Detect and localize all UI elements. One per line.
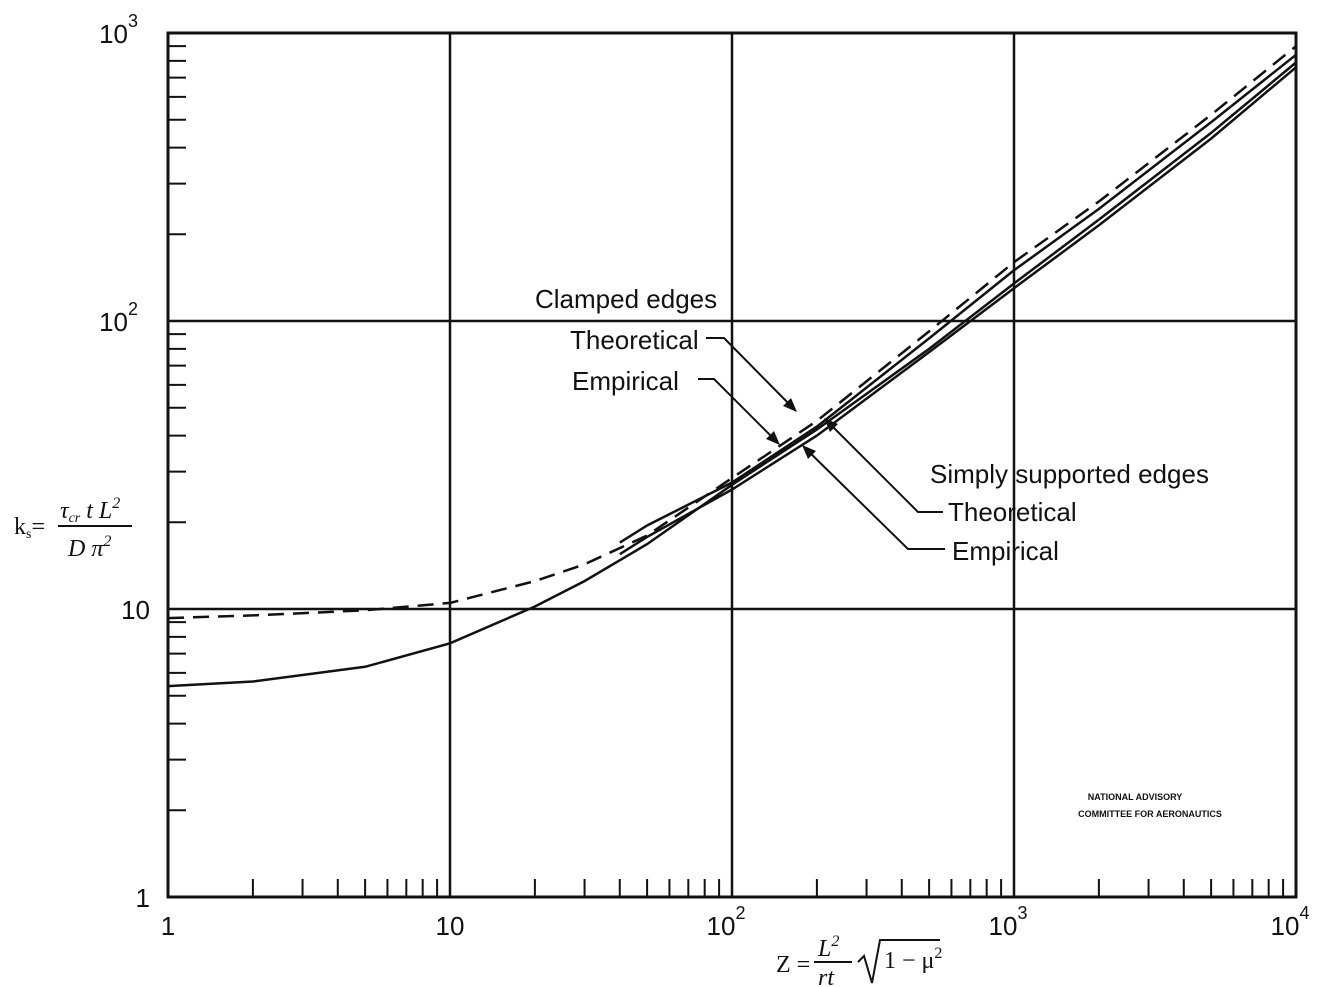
arrowhead (802, 445, 816, 459)
clamped-theoretical-label: Theoretical (570, 325, 699, 355)
svg-text:Z =: Z = (776, 952, 810, 978)
arrowhead (766, 431, 780, 445)
svg-text:rt: rt (818, 965, 835, 987)
y-tick-label: 102 (99, 299, 138, 337)
clamped-theoretical-leader (706, 337, 796, 411)
clamped-empirical-label: Empirical (572, 366, 679, 396)
series-line (619, 53, 1297, 544)
simply-theoretical-leader (825, 419, 943, 513)
simply-empirical-label: Empirical (952, 536, 1059, 566)
x-tick-label: 104 (1271, 903, 1310, 941)
svg-text:1 − μ2: 1 − μ2 (884, 945, 942, 974)
minor-ticks (168, 45, 1285, 897)
x-tick-labels: 1 10 102 103 104 (161, 903, 1310, 941)
svg-text:D π2: D π2 (67, 533, 111, 562)
y-tick-label: 10 (121, 595, 150, 625)
arrowhead (783, 398, 797, 412)
x-tick-label: 103 (989, 903, 1028, 941)
y-tick-labels: 1 10 102 103 (99, 11, 150, 913)
x-tick-label: 1 (161, 911, 175, 941)
simply-heading: Simply supported edges (930, 459, 1209, 489)
y-tick-label: 1 (136, 883, 150, 913)
svg-text:τcr t L2: τcr t L2 (60, 495, 120, 526)
grid (168, 33, 1296, 897)
clamped-heading: Clamped edges (535, 284, 717, 314)
leader-arrowheads (766, 398, 838, 459)
plot-frame (166, 31, 1298, 899)
series-line (619, 66, 1297, 556)
clamped-empirical-leader (698, 378, 779, 444)
arrowhead (824, 418, 838, 432)
series-line (167, 45, 1297, 620)
leader-lines (698, 337, 945, 550)
x-axis-label: Z = L2 rt 1 − μ2 (776, 933, 942, 987)
y-axis-label: ks= τcr t L2 D π2 (14, 495, 132, 562)
svg-text:ks=: ks= (14, 514, 45, 542)
y-tick-label: 103 (99, 11, 138, 49)
svg-text:L2: L2 (817, 933, 839, 962)
simply-theoretical-label: Theoretical (948, 497, 1077, 527)
x-tick-label: 10 (436, 911, 465, 941)
series (167, 45, 1297, 688)
x-tick-label: 102 (707, 903, 746, 941)
credit-line-1: NATIONAL ADVISORY (1088, 792, 1183, 802)
credit-line-2: COMMITTEE FOR AERONAUTICS (1078, 809, 1222, 819)
simply-empirical-leader (803, 446, 945, 550)
